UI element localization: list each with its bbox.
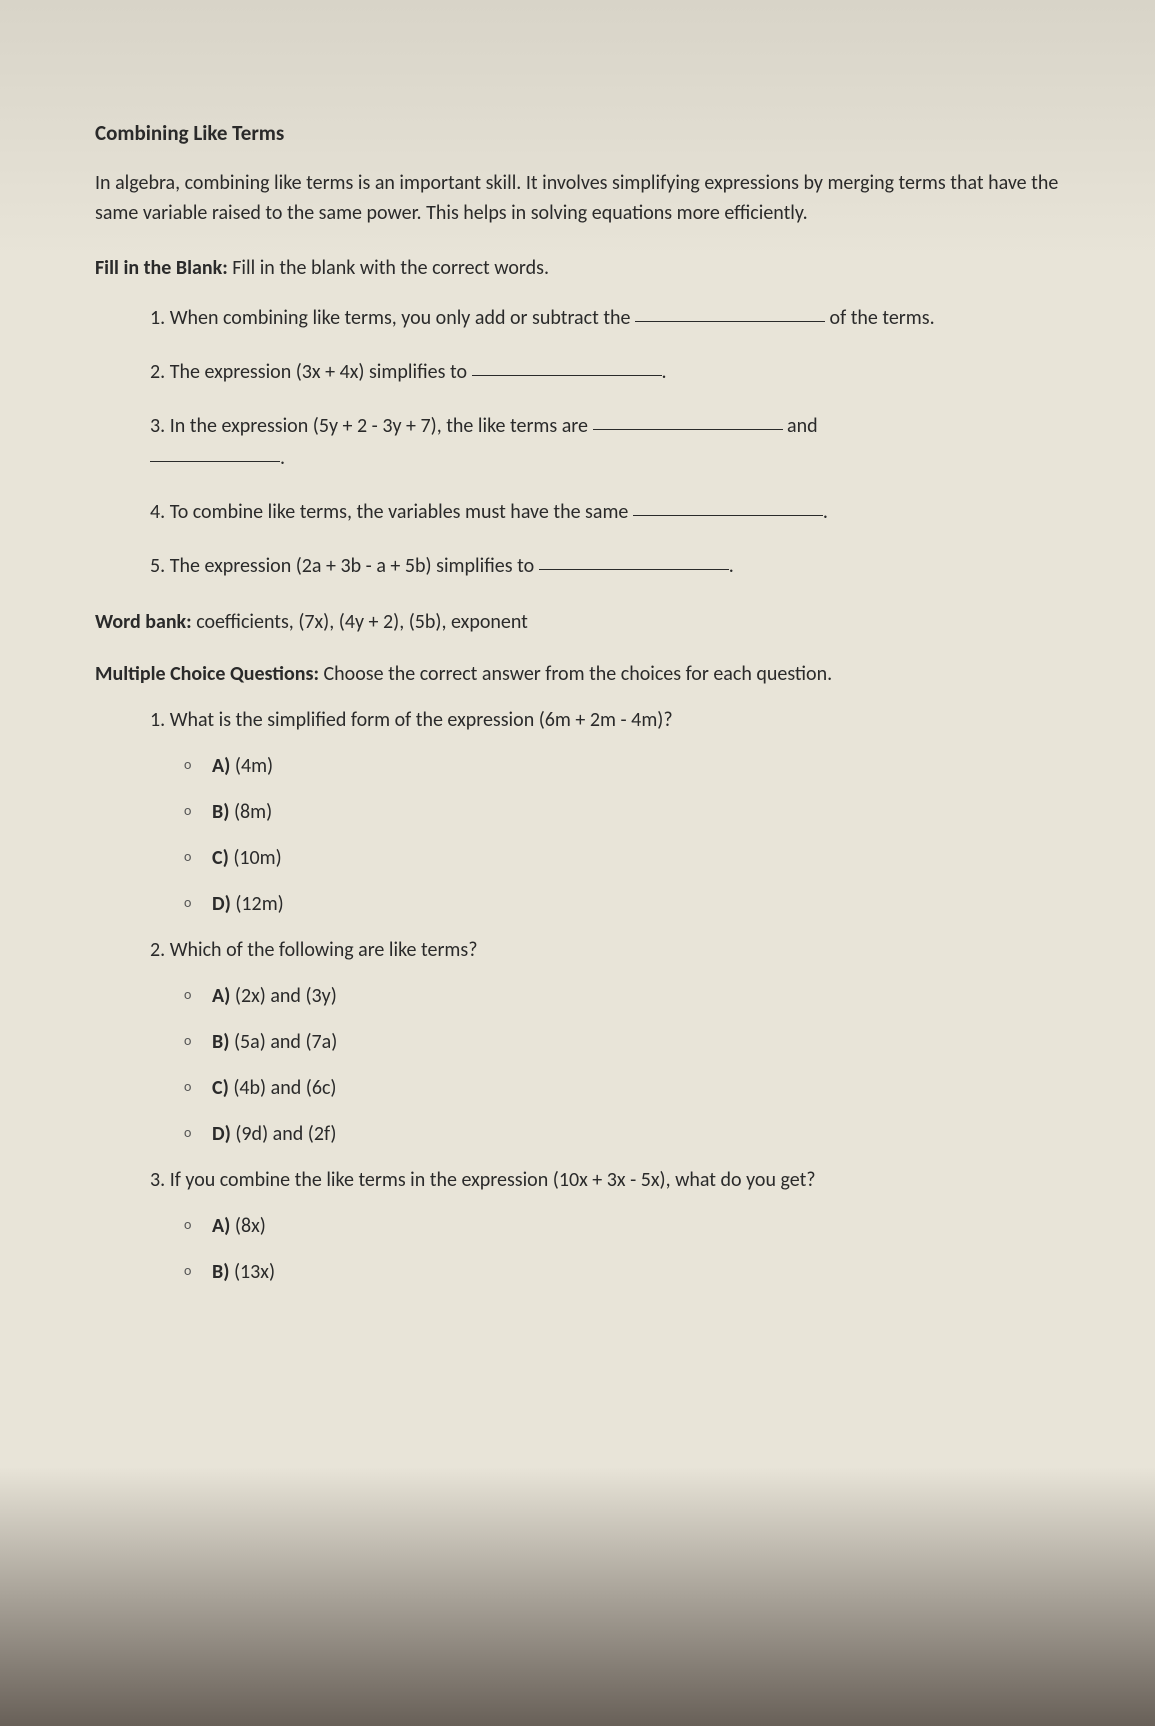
page-title: Combining Like Terms [95,120,1060,146]
fill-blank-list: 1. When combining like terms, you only a… [95,302,1060,582]
fill-text: . [280,446,285,470]
blank-line[interactable] [472,356,662,376]
bullet-icon: o [184,802,191,819]
mc-option[interactable]: oC) (10m) [212,846,1060,870]
option-label: A) [212,754,235,778]
option-text: (8m) [234,800,272,824]
option-text: (10m) [233,846,281,870]
fill-blank-item: 5. The expression (2a + 3b - a + 5b) sim… [150,550,1060,582]
option-label: C) [212,846,233,870]
fill-blank-header: Fill in the Blank: Fill in the blank wit… [95,256,1060,280]
option-label: B) [212,1260,234,1284]
mc-options: oA) (4m)oB) (8m)oC) (10m)oD) (12m) [150,754,1060,916]
mc-question: 3. If you combine the like terms in the … [150,1168,1060,1192]
mc-option[interactable]: oA) (4m) [212,754,1060,778]
fill-blank-item: 4. To combine like terms, the variables … [150,496,1060,528]
option-label: D) [212,892,235,916]
mc-question: 1. What is the simplified form of the ex… [150,708,1060,732]
intro-paragraph: In algebra, combining like terms is an i… [95,168,1060,228]
fill-text: In the expression (5y + 2 - 3y + 7), the… [170,414,593,438]
word-bank: Word bank: coefficients, (7x), (4y + 2),… [95,610,1060,634]
mc-option[interactable]: oA) (2x) and (3y) [212,984,1060,1008]
word-bank-content: coefficients, (7x), (4y + 2), (5b), expo… [192,610,528,634]
fill-text: When combining like terms, you only add … [170,306,635,330]
bullet-icon: o [184,1216,191,1233]
blank-line[interactable] [539,550,729,570]
fill-text: and [783,414,818,438]
bullet-icon: o [184,1262,191,1279]
word-bank-label: Word bank: [95,610,192,634]
mc-option[interactable]: oD) (12m) [212,892,1060,916]
option-text: (5a) and (7a) [234,1030,337,1054]
option-label: A) [212,1214,235,1238]
mc-options: oA) (2x) and (3y)oB) (5a) and (7a)oC) (4… [150,984,1060,1146]
option-label: B) [212,1030,234,1054]
bullet-icon: o [184,1078,191,1095]
mc-option[interactable]: oB) (5a) and (7a) [212,1030,1060,1054]
worksheet-page: Combining Like Terms In algebra, combini… [0,0,1155,1356]
fill-blank-header-bold: Fill in the Blank: [95,256,228,280]
bullet-icon: o [184,1032,191,1049]
fill-blank-item: 3. In the expression (5y + 2 - 3y + 7), … [150,410,1060,474]
bullet-icon: o [184,986,191,1003]
mc-header: Multiple Choice Questions: Choose the co… [95,662,1060,686]
mc-option[interactable]: oA) (8x) [212,1214,1060,1238]
mc-options: oA) (8x)oB) (13x) [150,1214,1060,1284]
item-number: 4. [150,500,170,524]
bullet-icon: o [184,756,191,773]
option-text: (13x) [234,1260,275,1284]
fill-text: The expression (3x + 4x) simplifies to [170,360,472,384]
mc-list: 1. What is the simplified form of the ex… [95,708,1060,1284]
option-label: D) [212,1122,235,1146]
mc-option[interactable]: oD) (9d) and (2f) [212,1122,1060,1146]
option-text: (12m) [235,892,283,916]
fill-text: . [662,360,667,384]
option-label: A) [212,984,235,1008]
item-number: 1. [150,306,170,330]
bullet-icon: o [184,848,191,865]
item-number: 2. [150,360,170,384]
option-text: (4m) [235,754,273,778]
fill-text: The expression (2a + 3b - a + 5b) simpli… [170,554,539,578]
mc-question: 2. Which of the following are like terms… [150,938,1060,962]
bullet-icon: o [184,894,191,911]
mc-option[interactable]: oB) (13x) [212,1260,1060,1284]
option-label: C) [212,1076,233,1100]
blank-line[interactable] [635,302,825,322]
fill-blank-item: 1. When combining like terms, you only a… [150,302,1060,334]
item-number: 5. [150,554,170,578]
mc-option[interactable]: oC) (4b) and (6c) [212,1076,1060,1100]
fill-text: of the terms. [825,306,935,330]
fill-blank-header-rest: Fill in the blank with the correct words… [228,256,549,280]
option-text: (9d) and (2f) [235,1122,336,1146]
fill-text: To combine like terms, the variables mus… [170,500,633,524]
blank-line[interactable] [633,496,823,516]
option-text: (2x) and (3y) [235,984,337,1008]
option-label: B) [212,800,234,824]
option-text: (8x) [235,1214,266,1238]
blank-line[interactable] [593,410,783,430]
fill-text: . [729,554,734,578]
fill-text: . [823,500,828,524]
blank-line[interactable] [150,442,280,462]
mc-option[interactable]: oB) (8m) [212,800,1060,824]
item-number: 3. [150,414,170,438]
bullet-icon: o [184,1124,191,1141]
mc-header-rest: Choose the correct answer from the choic… [319,662,832,686]
option-text: (4b) and (6c) [233,1076,336,1100]
mc-header-bold: Multiple Choice Questions: [95,662,319,686]
fill-blank-item: 2. The expression (3x + 4x) simplifies t… [150,356,1060,388]
